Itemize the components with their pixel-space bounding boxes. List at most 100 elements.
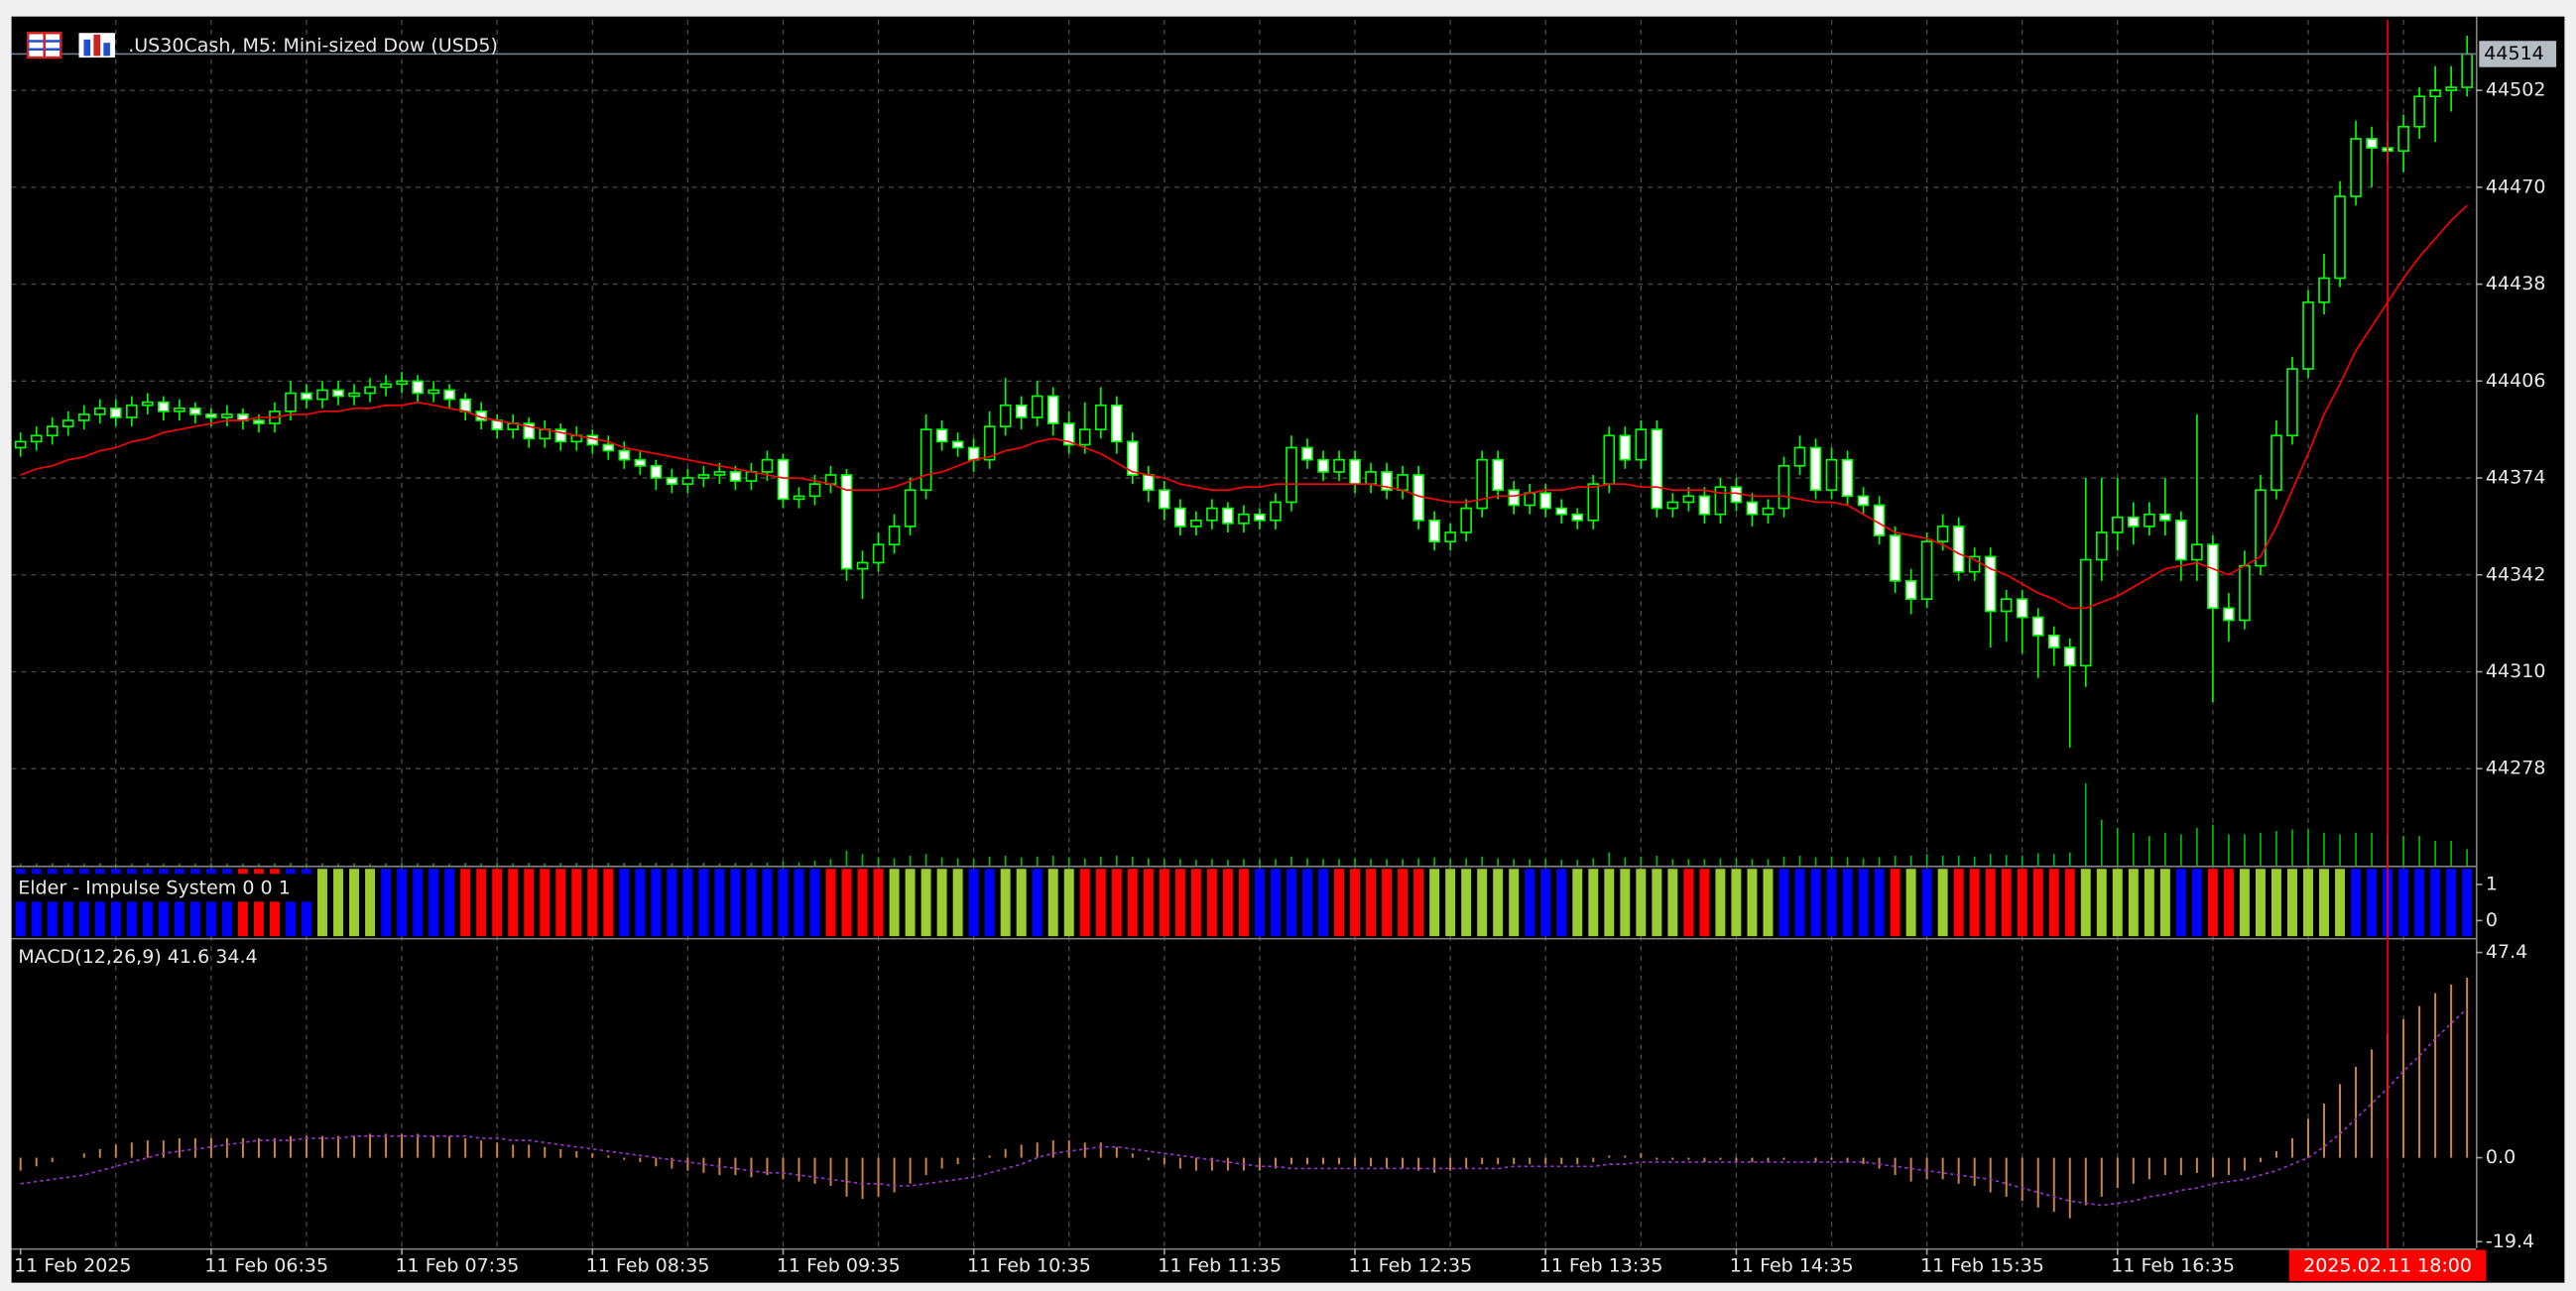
x-tick-label: 11 Feb 06:35 [204,1255,328,1277]
impulse-bar [286,869,296,937]
candle-body [205,413,217,418]
impulse-bar [2239,869,2250,937]
impulse-bar [1047,869,1058,937]
candle-body [1190,519,1202,528]
candle-body [1254,513,1266,522]
impulse-bar [1826,869,1837,937]
candle-body [1873,504,1886,536]
candle-body [348,392,360,398]
candle-body [459,398,471,412]
candle-body [1539,492,1552,510]
impulse-bar [110,869,121,937]
impulse-bar [1921,869,1932,937]
impulse-bar [365,869,376,937]
impulse-bar [1604,869,1615,937]
candle-body [2063,646,2076,667]
impulse-bar [349,869,360,937]
candle-body [1127,440,1139,476]
candle-body [904,489,917,528]
candle-body [1841,458,1854,498]
impulse-bar [221,869,232,937]
impulse-bar [508,869,519,937]
candle-body [301,392,312,401]
impulse-bar [1636,869,1647,937]
impulse-bar [2446,869,2457,937]
candle-body [1651,428,1663,510]
candle-body [1094,404,1107,430]
impulse-bar [1254,869,1265,937]
candle-body [1952,526,1965,573]
candle-body [1714,486,1727,516]
candle-body [221,413,233,418]
icon-detail [83,39,91,57]
impulse-bar [1874,869,1885,937]
impulse-bar [1715,869,1726,937]
impulse-bar [31,869,42,937]
impulse-bar [1683,869,1694,937]
last-price-label: 44514 [2484,43,2544,64]
candle-body [93,407,106,415]
candle-body [2223,607,2235,622]
candle-body [1920,540,1933,601]
candle-body [1062,422,1075,446]
impulse-bar [1794,869,1805,937]
impulse-bar [889,869,900,937]
impulse-bar [253,869,264,937]
impulse-bar [2270,869,2281,937]
impulse-bar [1079,869,1090,937]
impulse-bar [492,869,503,937]
candle-body [2334,195,2346,280]
candle-body [1936,526,1949,542]
impulse-bar [1810,869,1821,937]
impulse-bar [429,869,439,937]
x-tick-label: 11 Feb 13:35 [1539,1255,1663,1277]
cursor-time-label: 2025.02.11 18:00 [2303,1255,2472,1277]
impulse-bar [1937,869,1948,937]
marks-layer [11,36,2476,1219]
y-tick-label: 44406 [2486,370,2546,392]
impulse-bar [952,869,963,937]
impulse-bar [1398,869,1409,937]
candle-body [2286,368,2298,437]
candle-body [1571,513,1584,522]
impulse-bar [444,869,455,937]
impulse-bar [1588,869,1599,937]
y-tick-label: 44278 [2486,758,2546,779]
candle-body [2016,598,2028,619]
impulse-bar [1461,869,1472,937]
impulse-bar [1016,869,1027,937]
impulse-bar [94,869,105,937]
impulse-bar [2462,869,2473,937]
candle-body [316,389,328,401]
impulse-bar [2223,869,2234,937]
candle-body [697,474,710,479]
x-tick-label: 11 Feb 08:35 [586,1255,710,1277]
candle-body [2302,301,2314,370]
impulse-bar [2128,869,2139,937]
impulse-bar [1350,869,1361,937]
impulse-bar [2287,869,2297,937]
candle-body [681,477,694,485]
candle-body [983,425,996,461]
impulse-bar [920,869,931,937]
y-tick-label: 1 [2486,874,2498,895]
impulse-bar [540,869,551,937]
impulse-bar [460,869,471,937]
candle-body [1682,495,1695,504]
candle-body [2079,558,2092,667]
impulse-bar [2351,869,2362,937]
impulse-bar [746,869,757,937]
candle-body [2318,277,2330,303]
candle-body [1143,474,1155,492]
impulse-bar [603,869,614,937]
impulse-bar [1174,869,1185,937]
candle-body [1365,471,1377,485]
candle-body [1397,474,1409,492]
impulse-bar [2303,869,2313,937]
impulse-bar [555,869,566,937]
candle-body [2191,543,2203,561]
candle-body [2429,89,2441,98]
candle-body [1206,507,1218,522]
candle-body [158,401,170,412]
candle-body [2239,564,2251,622]
